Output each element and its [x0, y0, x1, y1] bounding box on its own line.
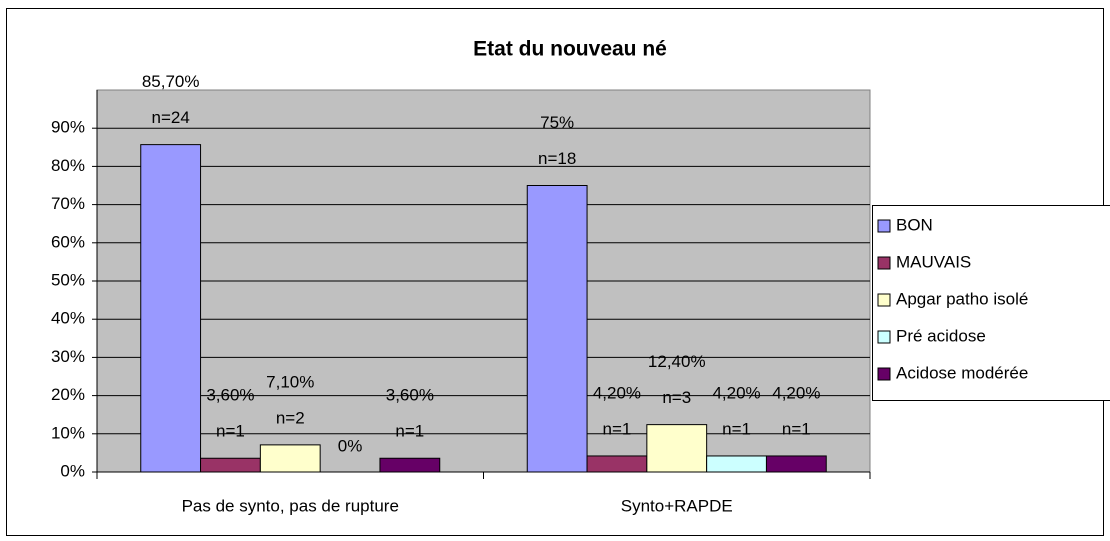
- y-tick-label: 70%: [51, 194, 85, 213]
- bar: [706, 455, 767, 473]
- x-tick-label: Synto+RAPDE: [621, 496, 733, 515]
- legend-swatch: [877, 367, 891, 381]
- legend-swatch: [877, 256, 891, 270]
- y-tick-label: 30%: [51, 347, 85, 366]
- bar: [646, 424, 708, 473]
- y-tick-label: 0%: [60, 461, 85, 480]
- value-label: 4,20%: [712, 383, 760, 402]
- value-label: 3,60%: [386, 386, 434, 405]
- bar: [379, 457, 441, 473]
- count-label: n=1: [216, 422, 245, 441]
- y-tick-label: 20%: [51, 385, 85, 404]
- y-tick-label: 50%: [51, 270, 85, 289]
- legend-label: Apgar patho isolé: [896, 289, 1028, 308]
- y-tick-label: 90%: [51, 118, 85, 137]
- bar: [200, 457, 261, 473]
- count-label: n=24: [152, 108, 190, 127]
- chart-title: Etat du nouveau né: [473, 38, 667, 61]
- bar: [526, 185, 588, 473]
- bar: [765, 455, 827, 473]
- y-tick-label: 60%: [51, 232, 85, 251]
- legend-swatch: [877, 219, 891, 233]
- legend-label: MAUVAIS: [896, 252, 971, 271]
- y-tick-label: 80%: [51, 156, 85, 175]
- bar: [140, 144, 202, 473]
- legend-label: Acidose modérée: [896, 363, 1028, 382]
- x-tick-label: Pas de synto, pas de rupture: [182, 496, 399, 515]
- y-tick-label: 40%: [51, 309, 85, 328]
- legend-swatch: [877, 293, 891, 307]
- value-label: 0%: [338, 436, 363, 455]
- count-label: n=1: [603, 419, 632, 438]
- legend: [872, 205, 1110, 401]
- count-label: n=1: [722, 419, 751, 438]
- value-label: 4,20%: [772, 383, 820, 402]
- legend-swatch: [877, 330, 891, 344]
- count-label: n=1: [395, 422, 424, 441]
- bar: [259, 444, 321, 473]
- count-label: n=2: [276, 408, 305, 427]
- bar: [586, 455, 648, 473]
- value-label: 7,10%: [266, 372, 314, 391]
- count-label: n=1: [782, 419, 811, 438]
- value-label: 85,70%: [142, 72, 200, 91]
- y-tick-label: 10%: [51, 423, 85, 442]
- value-label: 4,20%: [593, 383, 641, 402]
- count-label: n=18: [538, 149, 576, 168]
- count-label: n=3: [662, 388, 691, 407]
- legend-label: Pré acidose: [896, 326, 986, 345]
- legend-label: BON: [896, 215, 933, 234]
- value-label: 3,60%: [206, 386, 254, 405]
- value-label: 75%: [540, 113, 574, 132]
- value-label: 12,40%: [648, 352, 706, 371]
